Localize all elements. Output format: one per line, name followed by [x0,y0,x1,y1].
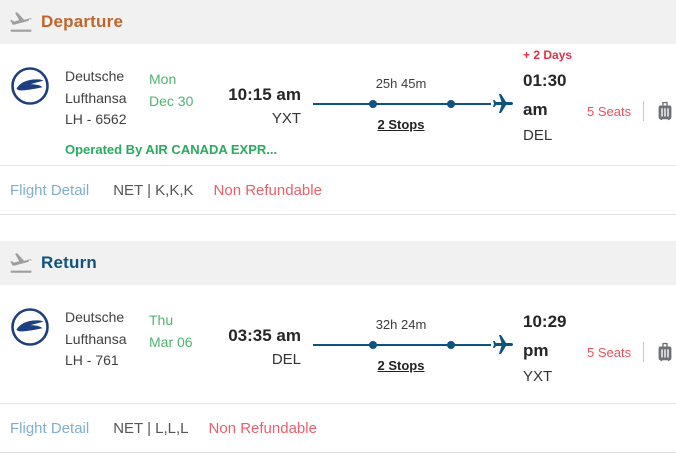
return-card: Return Deutsche Lufthansa LH - 761 Thu M… [0,241,676,453]
seats-left: 5 Seats [587,103,632,119]
seats-left: 5 Seats [587,344,632,360]
departure-card: Departure Deutsche Lufthansa LH - 6562 M… [0,0,676,215]
departure-date: Mon Dec 30 [149,44,209,113]
departure-header: Departure [0,0,676,44]
return-date: Thu Mar 06 [149,285,209,354]
flight-path: 32h 24m 2 Stops [311,285,515,373]
return-detail-row: Flight Detail NET | L,L,L Non Refundable [0,403,676,452]
fare-basis: NET | K,K,K [113,181,194,199]
flight-detail-link[interactable]: Flight Detail [10,419,90,437]
seats-baggage-group: 5 Seats [587,44,676,122]
lufthansa-logo-icon [10,44,52,106]
arrival-time: 10:29 pm [523,312,567,361]
departure-flight-row: Deutsche Lufthansa LH - 6562 Mon Dec 30 … [0,44,676,144]
departure-time: 10:15 am [228,85,301,104]
airline-name: Deutsche Lufthansa [65,309,127,347]
divider [643,342,645,362]
flight-path-graphic [313,94,513,113]
return-day: Thu [149,312,174,328]
arrival-time: 01:30 am [523,71,567,120]
stops-link[interactable]: 2 Stops [377,358,425,373]
plane-arrow-icon [493,94,513,113]
departure-time: 03:35 am [228,326,301,345]
divider [643,101,645,121]
flight-number: LH - 761 [65,352,119,369]
departure-detail-row: Flight Detail NET | K,K,K Non Refundable [0,165,676,214]
flight-path-graphic [313,335,513,354]
destination-airport-code: YXT [523,368,553,386]
origin-airport-code: YXT [271,109,301,127]
airline-info: Deutsche Lufthansa LH - 6562 [65,44,149,131]
flight-duration: 25h 45m [375,76,427,91]
return-header: Return [0,241,676,285]
fare-basis: NET | L,L,L [113,419,189,437]
origin-block: 10:15 am YXT [209,44,301,131]
flight-duration: 32h 24m [375,317,427,332]
destination-airport-code: DEL [523,127,553,145]
baggage-icon[interactable] [654,341,676,363]
refund-status: Non Refundable [208,419,317,437]
destination-block: + 2 Days 01:30 am DEL [523,44,587,148]
flight-takeoff-icon [10,12,32,32]
flight-takeoff-icon [10,253,32,273]
seats-baggage-group: 5 Seats [587,285,676,363]
operated-by-note: Operated By AIR CANADA EXPR... [65,142,278,157]
lufthansa-logo-icon [10,285,52,347]
baggage-icon[interactable] [654,100,676,122]
days-offset-badge [523,289,587,307]
return-flight-row: Deutsche Lufthansa LH - 761 Thu Mar 06 0… [0,285,676,385]
plane-arrow-icon [493,335,513,354]
origin-block: 03:35 am DEL [209,285,301,372]
flight-detail-link[interactable]: Flight Detail [10,181,90,199]
airline-name: Deutsche Lufthansa [65,68,127,106]
return-date-value: Mar 06 [149,334,193,351]
flight-number: LH - 6562 [65,111,127,128]
stops-link[interactable]: 2 Stops [377,117,425,132]
refund-status: Non Refundable [213,181,322,199]
return-title: Return [41,253,97,272]
departure-date-value: Dec 30 [149,93,194,110]
flight-path: 25h 45m 2 Stops [311,44,515,132]
airline-info: Deutsche Lufthansa LH - 761 [65,285,149,372]
departure-title: Departure [41,12,124,31]
origin-airport-code: DEL [271,350,301,368]
days-offset-badge: + 2 Days [523,48,573,62]
departure-day: Mon [149,71,177,87]
destination-block: 10:29 pm YXT [523,285,587,389]
